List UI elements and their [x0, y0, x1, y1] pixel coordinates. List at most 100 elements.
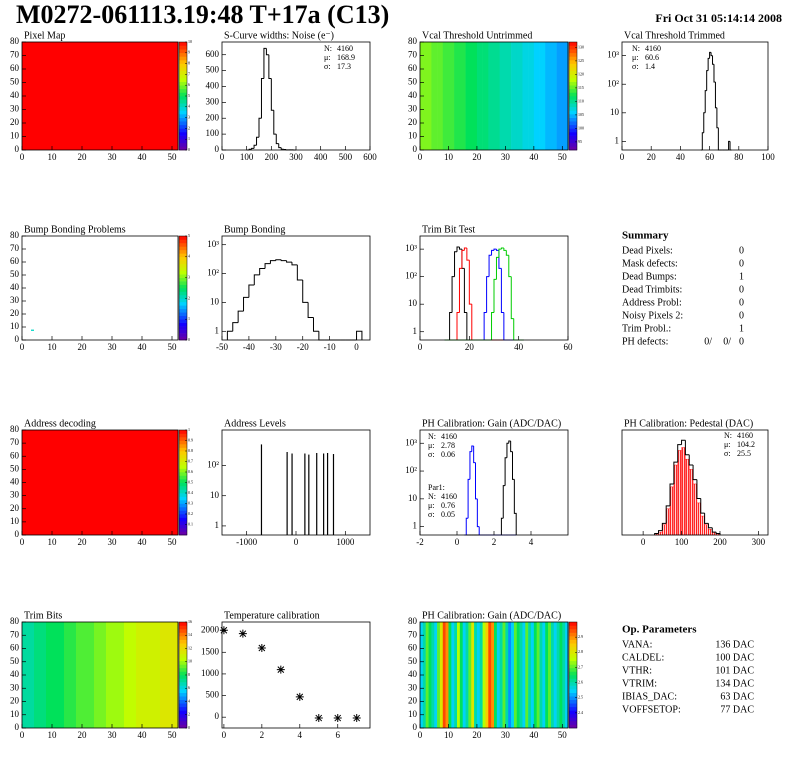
stat-name: σ:	[428, 450, 435, 459]
palette-step	[179, 333, 187, 337]
param-name: VANA:	[622, 639, 652, 650]
summary-value: 0	[739, 245, 744, 256]
y-tick-label: 1	[215, 325, 220, 335]
heatmap-column	[112, 622, 119, 728]
palette-tick-label: 4	[188, 698, 190, 703]
stat-name: σ:	[428, 510, 435, 519]
palette-step	[179, 521, 187, 525]
heatmap-column	[142, 622, 149, 728]
y-tick-label: 20	[10, 308, 20, 318]
y-tick-label: 50	[10, 269, 20, 279]
y-tick-label: 10³	[207, 239, 219, 249]
palette-step	[179, 625, 187, 630]
heatmap-column	[476, 622, 481, 728]
heatmap-column	[434, 622, 438, 728]
palette-tick-label: 0.6	[188, 469, 193, 474]
heatmap-column	[528, 42, 535, 150]
stat-name: N:	[428, 432, 436, 441]
palette-step	[179, 703, 187, 708]
heatmap-column	[454, 622, 458, 728]
x-tick-label: 0	[418, 730, 423, 740]
palette-step	[179, 256, 187, 261]
y-tick-label: 30	[10, 295, 20, 305]
palette-tick-label: 0.4	[188, 490, 193, 495]
palette-tick-label: 130	[578, 44, 584, 49]
palette-step	[179, 92, 187, 97]
x-tick-label: 100	[761, 152, 775, 162]
y-tick-label: 0	[15, 722, 20, 732]
hist-step	[704, 90, 707, 113]
palette-step	[569, 720, 577, 725]
palette-step	[569, 85, 577, 90]
palette-step	[569, 49, 577, 54]
y-tick-label: 10³	[607, 50, 619, 60]
panel-title: Vcal Threshold Trimmed	[624, 30, 725, 41]
summary-part: 0	[739, 336, 744, 347]
x-tick-label: 10	[48, 537, 58, 547]
hist-step	[510, 441, 513, 453]
heatmap-column	[539, 42, 546, 150]
heatmap-column	[154, 622, 161, 728]
hist-step	[226, 330, 233, 340]
page-title: M0272-061113.19:48 T+17a (C13)	[16, 0, 389, 29]
summary-label: Mask defects:	[622, 258, 678, 269]
x-tick-label: 40	[514, 342, 524, 352]
palette-step	[179, 99, 187, 104]
palette-step	[569, 121, 577, 126]
plot-area	[222, 42, 370, 150]
hist-bar	[662, 524, 667, 536]
heatmap-column	[562, 42, 569, 150]
palette-tick-label: 8	[188, 672, 190, 677]
palette-step	[179, 465, 187, 469]
palette-step	[179, 430, 187, 434]
x-tick-label: 200	[265, 152, 279, 162]
heatmap-column	[476, 42, 483, 150]
palette-step	[179, 242, 187, 247]
y-tick-label: 200	[206, 112, 220, 122]
y-tick-label: 60	[408, 63, 418, 73]
hist-step	[265, 48, 269, 56]
hist-step	[500, 517, 504, 535]
y-tick-label: 10	[10, 131, 20, 141]
plot-border	[419, 235, 569, 341]
x-tick-label: 0	[455, 537, 460, 547]
heatmap-column	[562, 622, 566, 728]
summary-part: 0/	[723, 336, 731, 347]
x-tick-label: 30	[108, 730, 118, 740]
palette-step	[179, 124, 187, 129]
hist-step	[243, 296, 249, 312]
stat-name: σ:	[632, 62, 639, 71]
plot-area	[222, 430, 370, 535]
hist-step	[703, 112, 706, 133]
y-tick-label: 10²	[207, 268, 219, 278]
palette-step	[179, 524, 187, 529]
palette-step	[569, 132, 577, 136]
x-tick-label: 600	[363, 152, 377, 162]
heatmap-column	[505, 42, 512, 150]
stat-value: 25.5	[737, 449, 751, 458]
y-tick-label: 70	[10, 50, 20, 60]
heatmap-column	[431, 42, 438, 150]
x-tick-label: 40	[138, 537, 148, 547]
palette-step	[569, 45, 577, 50]
y-tick-label: 60	[10, 63, 20, 73]
stat-value: 1.4	[645, 62, 655, 71]
heatmap-column	[556, 42, 563, 150]
palette-border	[568, 621, 578, 729]
plot-border	[621, 429, 769, 536]
palette-step	[179, 724, 187, 729]
palette-step	[179, 517, 187, 522]
palette-step	[179, 720, 187, 725]
panel-title: S-Curve widths: Noise (e⁻)	[224, 30, 334, 41]
palette-step	[569, 74, 577, 79]
x-tick-label: 50	[168, 730, 178, 740]
hist-step	[475, 462, 478, 500]
palette-step	[179, 305, 187, 310]
x-tick-label: 0	[222, 730, 227, 740]
y-tick-label: 1	[215, 520, 220, 530]
y-tick-label: 500	[206, 690, 220, 700]
palette-border	[568, 41, 578, 151]
heatmap-column	[82, 622, 89, 728]
summary-title: Summary	[622, 230, 669, 242]
